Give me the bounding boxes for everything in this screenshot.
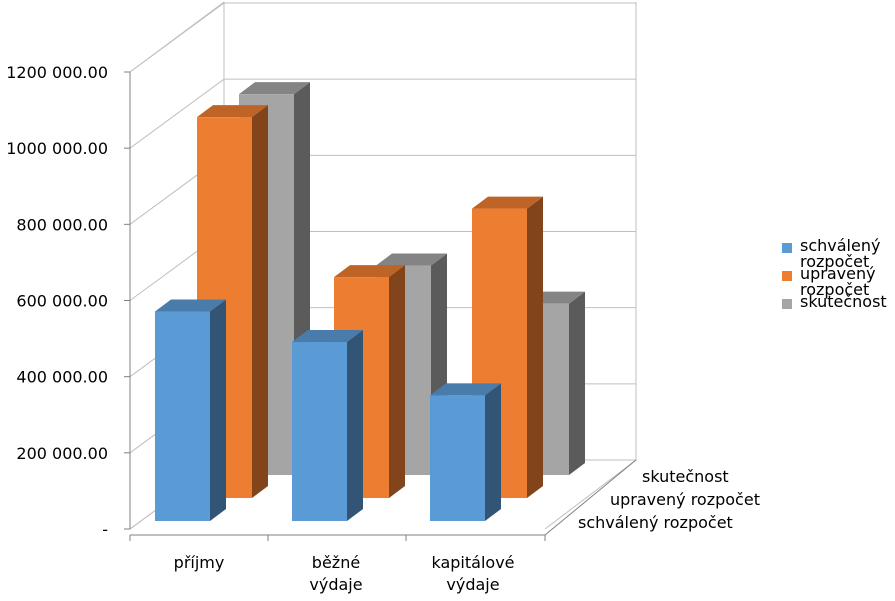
x-category-label: příjmy (174, 553, 225, 572)
bar (430, 383, 501, 521)
y-tick-label: 1200 000.00 (6, 63, 108, 82)
bar (292, 330, 363, 521)
legend-label: schválený rozpočet (800, 236, 881, 271)
legend-item-schvaleny: schválený rozpočet (782, 236, 895, 270)
bar-top (376, 253, 447, 266)
gridline-side (129, 78, 225, 149)
floor-edge-right (544, 459, 637, 530)
bar-top (197, 105, 268, 118)
x-category-label: výdaje (446, 575, 499, 594)
depth-series-label: schválený rozpočet (578, 513, 733, 532)
legend-label: skutečnost (800, 292, 887, 311)
depth-axis (544, 459, 637, 536)
bar-side (252, 105, 268, 499)
bar-top (155, 299, 226, 312)
bar-top (292, 330, 363, 343)
y-tick-label: 200 000.00 (16, 444, 108, 463)
bar-front (292, 342, 347, 521)
depth-series-label: skutečnost (642, 467, 729, 486)
bar-side (569, 291, 585, 475)
bar-side (389, 265, 405, 498)
bar-side (347, 330, 363, 521)
legend-swatch (782, 299, 792, 309)
bars (155, 82, 585, 521)
x-category-label: výdaje (309, 575, 362, 594)
legend: schválený rozpočet upravený rozpočet sku… (782, 236, 895, 320)
bar-side (210, 299, 226, 521)
axes (124, 71, 637, 541)
bar-side (527, 196, 543, 499)
bar-top (334, 265, 405, 278)
y-tick-label: - (102, 520, 108, 539)
legend-item-upraveny: upravený rozpočet (782, 264, 895, 298)
bar-top (239, 82, 310, 95)
x-category-label: běžné (312, 553, 360, 572)
depth-series-label: upravený rozpočet (610, 490, 760, 509)
bar-front (430, 395, 485, 521)
legend-item-skutecnost: skutečnost (782, 292, 895, 320)
bar-top (430, 383, 501, 396)
bar-front (155, 311, 210, 521)
x-category-label: kapitálové (431, 553, 514, 572)
legend-swatch (782, 271, 792, 281)
y-tick-label: 1000 000.00 (6, 139, 108, 158)
gridline-side (129, 2, 225, 73)
bar (155, 299, 226, 521)
y-tick-label: 600 000.00 (16, 292, 108, 311)
y-tick-label: 800 000.00 (16, 215, 108, 234)
bar-side (485, 383, 501, 521)
legend-swatch (782, 243, 792, 253)
y-tick-label: 400 000.00 (16, 368, 108, 387)
bar-top (472, 196, 543, 209)
axis-labels: - 200 000.00 400 000.00 600 000.00 800 000.0… (6, 63, 760, 594)
legend-label: upravený rozpočet (800, 264, 876, 299)
